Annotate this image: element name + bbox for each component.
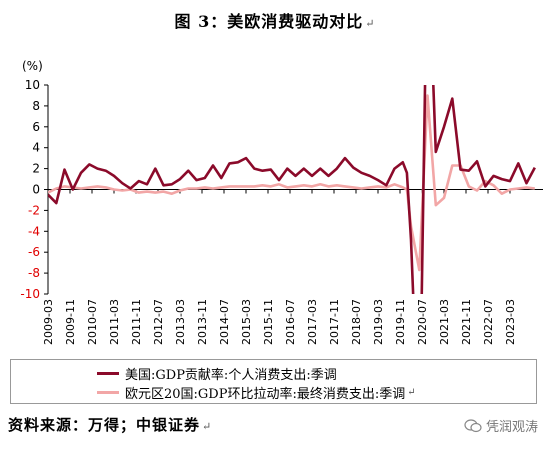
x-tick-label: 2017-03 (306, 299, 319, 345)
x-tick-label: 2020-07 (416, 299, 429, 345)
x-tick-label: 2017-11 (328, 299, 341, 345)
legend-swatch-us (97, 371, 119, 375)
x-tick-label: 2018-07 (350, 299, 363, 345)
chart-axes: (%) -10 -8 -6 -4 -2 0 2 4 6 8 10 2009-03 2009-11 2010-… (20, 59, 543, 345)
x-tick-label: 2021-11 (460, 299, 473, 345)
legend-item-us: 美国:GDP贡献率:个人消费支出:季调 (97, 363, 337, 383)
x-tick-label: 2009-11 (64, 299, 77, 345)
y-tick-label: 4 (32, 141, 40, 155)
x-tick-label: 2013-11 (196, 299, 209, 345)
x-tick-label: 2022-07 (482, 299, 495, 345)
x-tick-label: 2015-11 (262, 299, 275, 345)
line-chart: (%) -10 -8 -6 -4 -2 0 2 4 6 8 10 2009-03 2009-11 2010-… (20, 59, 543, 345)
y-tick-label: 6 (32, 120, 40, 134)
y-tick-label: -4 (28, 224, 40, 238)
x-tick-label: 2010-07 (86, 299, 99, 345)
y-tick-label: 10 (25, 78, 40, 92)
x-tick-label: 2011-03 (108, 299, 121, 345)
legend-label-us: 美国:GDP贡献率:个人消费支出:季调 (125, 367, 337, 383)
x-tick-label: 2011-11 (130, 299, 143, 345)
x-tick-label: 2013-03 (174, 299, 187, 345)
series-line-us (48, 85, 536, 294)
x-tick-label: 2019-11 (394, 299, 407, 345)
x-tick-label: 2014-07 (218, 299, 231, 345)
y-tick-label: -6 (28, 245, 40, 259)
y-tick-label: 2 (32, 162, 40, 176)
x-tick-label: 2023-03 (504, 299, 517, 345)
legend-label-eu: 欧元区20国:GDP环比拉动率:最终消费支出:季调 (125, 386, 406, 402)
return-mark-icon: ↵ (202, 420, 213, 433)
y-tick-label: -2 (28, 203, 40, 217)
source-note: 资料来源：万得；中银证券 ↵ (8, 416, 213, 434)
y-tick-label: -8 (28, 266, 40, 280)
x-tick-label: 2016-07 (284, 299, 297, 345)
legend: 美国:GDP贡献率:个人消费支出:季调 欧元区20国:GDP环比拉动率:最终消费… (10, 359, 537, 404)
return-mark-icon: ↵ (407, 386, 416, 398)
chart-title: 图 3：美欧消费驱动对比 ↵ (174, 12, 376, 31)
y-unit-label: (%) (22, 59, 43, 73)
x-tick-label: 2012-07 (152, 299, 165, 345)
x-tick-label: 2015-03 (240, 299, 253, 345)
y-tick-label: -10 (20, 287, 40, 301)
y-tick-label: 0 (32, 183, 40, 197)
return-mark-icon: ↵ (365, 17, 376, 30)
x-tick-label: 2021-03 (438, 299, 451, 345)
wechat-icon (464, 418, 482, 432)
x-tick-label: 2019-03 (372, 299, 385, 345)
x-tick-label: 2009-03 (42, 299, 55, 345)
plot-area (48, 85, 536, 294)
watermark: 凭润观涛 (464, 416, 538, 435)
legend-swatch-eu (97, 390, 119, 394)
watermark-text: 凭润观涛 (485, 420, 538, 435)
y-tick-label: 8 (32, 99, 40, 113)
legend-item-eu: 欧元区20国:GDP环比拉动率:最终消费支出:季调 ↵ (97, 382, 416, 402)
